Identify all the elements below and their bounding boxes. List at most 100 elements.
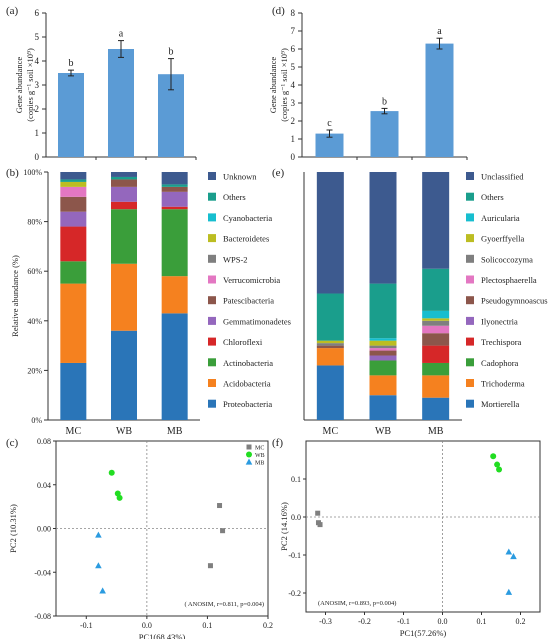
stack-segment-cadophora — [369, 360, 397, 376]
legend-label: Proteobacteria — [223, 399, 272, 409]
y-tick-label: 5 — [35, 32, 40, 42]
stack-segment-unclassified — [316, 172, 344, 294]
bar-wb — [108, 49, 134, 157]
stack-segment-patescibacteria — [111, 179, 137, 187]
significance-letter: a — [119, 29, 124, 40]
x-tick-label: -0.3 — [319, 617, 332, 626]
x-tick-label: WB — [116, 426, 132, 437]
legend-marker — [246, 444, 252, 450]
legend-swatch — [466, 399, 474, 408]
y-axis-title: PC2 (14.16%) — [279, 502, 289, 551]
stack-segment-auricularia — [422, 310, 450, 319]
stack-segment-proteobacteria — [161, 313, 188, 420]
stack-segment-mortierella — [422, 397, 450, 420]
y-tick-label: 6 — [35, 8, 40, 18]
point-mb — [505, 548, 513, 555]
legend-label: Cyanobacteria — [223, 213, 272, 223]
legend-label: Patescibacteria — [223, 296, 274, 306]
y-axis-title: PC2 (10.31%) — [8, 504, 18, 553]
point-wb — [108, 469, 115, 476]
stack-segment-gyoerffyella — [422, 318, 450, 321]
stack-segment-acidobacteria — [111, 263, 137, 331]
x-tick-label: 0.0 — [142, 621, 152, 630]
chart-panel-f: -0.3 -0.2 -0.1 0.0 0.1 0.2 -0.2 -0.1 0.0 0.1 PC1(5… — [272, 437, 541, 638]
x-tick-label: 0.2 — [263, 621, 273, 630]
y-tick-label: 2 — [291, 116, 296, 126]
legend-label: Chloroflexi — [223, 337, 263, 347]
bar-mb — [425, 43, 454, 157]
stack-segment-others — [316, 293, 344, 341]
stack-segment-pseudogymnoascus — [316, 345, 344, 349]
legend-label: Gyoerffyella — [481, 234, 524, 244]
stack-segment-bacteroidetes — [60, 181, 87, 187]
legend-label: Plectosphaerella — [481, 275, 537, 285]
legend-swatch — [208, 234, 216, 243]
bar-mc — [58, 73, 84, 157]
legend-label: Mortierella — [481, 399, 519, 409]
y-tick-label: 3 — [291, 98, 296, 108]
point-wb — [494, 461, 501, 468]
y-tick-label: 60% — [27, 267, 42, 276]
y-tick-label: 0.0 — [291, 513, 301, 522]
y-tick-label: 0.08 — [37, 437, 51, 446]
point-wb — [496, 466, 503, 473]
legend-swatch — [208, 399, 216, 408]
legend-swatch — [466, 337, 474, 346]
y-tick-label: 8 — [291, 8, 296, 18]
stack-segment-chloroflexi — [60, 226, 87, 262]
significance-letter: b — [169, 47, 174, 58]
anosim-annotation: (ANOSIM, r=0.893, p=0.004) — [318, 600, 396, 607]
point-wb — [116, 494, 123, 501]
y-tick-label: -0.08 — [34, 612, 51, 621]
x-tick-label: -0.1 — [397, 617, 410, 626]
x-tick-label: MB — [167, 426, 183, 437]
legend-label: Others — [481, 192, 504, 202]
significance-letter: c — [327, 118, 332, 129]
stack-segment-gemmatimonadetes — [161, 191, 188, 207]
stack-segment-mortierella — [316, 365, 344, 420]
stack-segment-trichoderma — [316, 348, 344, 366]
stack-segment-others — [422, 268, 450, 311]
stack-segment-mortierella — [369, 395, 397, 420]
x-tick-label: 0.0 — [438, 617, 448, 626]
y-tick-label: 1 — [291, 134, 296, 144]
stack-segment-ilyonectria — [369, 355, 397, 361]
stack-segment-trichoderma — [422, 375, 450, 398]
stack-segment-others — [161, 184, 188, 187]
stack-segment-unclassified — [422, 172, 450, 269]
legend-marker — [246, 451, 252, 458]
panel-label: (e) — [272, 167, 285, 179]
stack-segment-unknown — [111, 172, 137, 177]
stack-segment-gemmatimonadetes — [60, 211, 87, 227]
stack-segment-plectosphaerella — [422, 325, 450, 334]
y-axis-title: (copies g⁻¹ soil ×10⁹) — [279, 48, 289, 122]
y-axis-title: Relative abundance (%) — [10, 255, 20, 337]
legend-label: Others — [223, 192, 246, 202]
point-mc — [315, 510, 321, 516]
x-tick-label: -0.1 — [80, 621, 93, 630]
stack-segment-auricularia — [369, 338, 397, 341]
stack-segment-cadophora — [422, 362, 450, 376]
point-mb — [99, 587, 106, 594]
legend-swatch — [466, 316, 474, 325]
y-tick-label: 80% — [27, 218, 42, 227]
bar-wb — [370, 111, 399, 157]
stack-segment-verrucomicrobia — [60, 186, 87, 197]
panel-label: (a) — [6, 5, 19, 17]
chart-panel-c: -0.1 0.0 0.1 0.2 -0.08 -0.04 0.00 0.04 0.08 PC1(6… — [6, 437, 273, 639]
stack-segment-pseudogymnoascus — [369, 350, 397, 356]
legend-swatch — [466, 213, 474, 222]
panel-label: (d) — [272, 5, 285, 17]
y-axis-title: (copies g⁻¹ soil ×10⁹) — [25, 48, 35, 122]
stack-segment-gemmatimonadetes — [111, 186, 137, 202]
legend-swatch — [208, 172, 216, 180]
legend-label: WB — [255, 453, 265, 459]
stack-segment-solicoccozyma — [316, 343, 344, 346]
chart-panel-b: 0% 20% 40% 60% 80% 100% MC WB MB (b) Relative abun… — [6, 167, 291, 437]
legend-swatch — [466, 358, 474, 367]
stack-segment-gyoerffyella — [369, 340, 397, 346]
stack-segment-solicoccozyma — [369, 345, 397, 349]
y-tick-label: 3 — [35, 80, 40, 90]
panel-label: (b) — [6, 167, 19, 179]
